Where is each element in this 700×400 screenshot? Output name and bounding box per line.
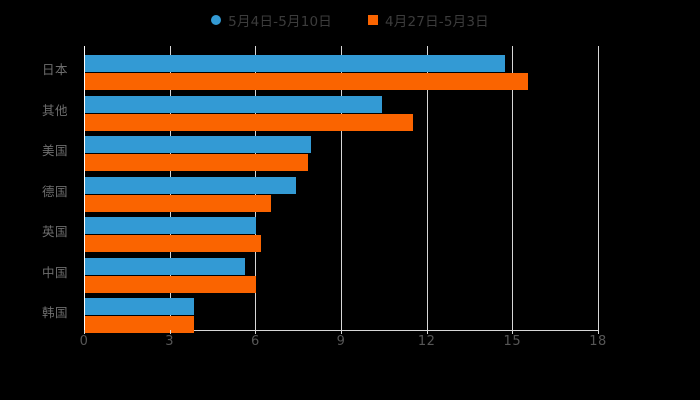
- y-axis-label-其他: 其他: [41, 102, 68, 118]
- x-axis-tick-label: 9: [336, 334, 346, 349]
- bar-日本-series-0[interactable]: [85, 55, 505, 72]
- y-axis-line: [84, 46, 85, 330]
- bar-韩国-series-0[interactable]: [85, 298, 194, 316]
- bar-日本-series-1[interactable]: [85, 73, 528, 90]
- gridline: [341, 46, 342, 330]
- bar-其他-series-1[interactable]: [85, 113, 414, 131]
- x-axis-tick-label: 3: [165, 334, 175, 349]
- x-axis-tick-label: 12: [417, 334, 436, 349]
- y-axis-label-英国: 英国: [41, 224, 68, 240]
- bar-中国-series-1[interactable]: [85, 275, 257, 293]
- gridline: [598, 46, 599, 330]
- gridline: [512, 46, 514, 330]
- x-axis-tick-label: 18: [589, 334, 607, 349]
- x-axis-tick: [84, 330, 85, 334]
- y-axis-label-日本: 日本: [41, 62, 68, 77]
- x-axis-tick: [512, 330, 514, 334]
- y-axis-label-中国: 中国: [41, 264, 68, 280]
- bar-中国-series-0[interactable]: [85, 257, 245, 275]
- bar-德国-series-0[interactable]: [85, 176, 297, 194]
- x-axis-tick-label: 0: [79, 334, 89, 349]
- y-axis-label-韩国: 韩国: [41, 305, 68, 321]
- x-axis-tick: [255, 330, 257, 334]
- x-axis-tick-label: 15: [503, 334, 522, 349]
- legend-item-series-0[interactable]: 5月4日-5月10日: [211, 10, 332, 30]
- bar-美国-series-0[interactable]: [85, 136, 311, 154]
- bar-德国-series-1[interactable]: [85, 194, 271, 212]
- y-axis-category-labels: 日本其他美国德国英国中国韩国: [0, 46, 76, 330]
- x-axis-tick: [341, 330, 342, 334]
- bar-英国-series-1[interactable]: [85, 235, 261, 253]
- gridline: [426, 46, 428, 330]
- y-axis-label-美国: 美国: [41, 143, 68, 159]
- plot-area: [84, 46, 599, 334]
- legend-marker-square-icon: [368, 15, 378, 25]
- bar-其他-series-0[interactable]: [85, 95, 382, 113]
- legend-item-series-1[interactable]: 4月27日-5月3日: [368, 10, 489, 30]
- x-axis-tick-label: 6: [250, 334, 260, 349]
- bar-美国-series-1[interactable]: [85, 154, 308, 172]
- legend-label-series-1: 4月27日-5月3日: [385, 14, 489, 30]
- bar-韩国-series-1[interactable]: [85, 316, 194, 334]
- x-axis-tick-labels: 0 3 6 9 12 15 18: [0, 334, 700, 354]
- legend-marker-circle-icon: [211, 15, 222, 25]
- x-axis-tick: [426, 330, 428, 334]
- chart-legend: 5月4日-5月10日 4月27日-5月3日: [0, 8, 700, 32]
- x-axis-tick: [169, 330, 171, 334]
- legend-label-series-0: 5月4日-5月10日: [228, 14, 332, 30]
- bar-英国-series-0[interactable]: [85, 217, 257, 235]
- x-axis-tick: [598, 330, 599, 334]
- y-axis-label-德国: 德国: [41, 183, 68, 199]
